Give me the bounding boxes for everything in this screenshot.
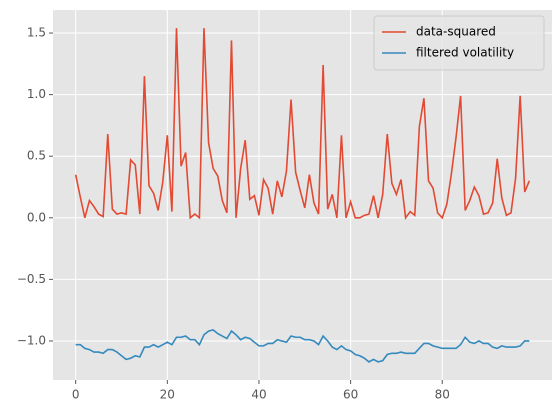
y-tick-label: 0.5	[27, 149, 46, 163]
series-line	[75, 328, 530, 363]
x-tick-label: 0	[72, 388, 80, 402]
plot-area	[53, 10, 552, 380]
legend-label: filtered volatility	[416, 46, 514, 60]
x-tick-label: 60	[343, 388, 358, 402]
y-tick-label: 1.0	[27, 87, 46, 101]
legend-box	[373, 15, 545, 71]
x-tick-label: 40	[251, 388, 266, 402]
y-tick-label: −0.5	[17, 272, 46, 286]
x-tick-label: 80	[435, 388, 450, 402]
series-line	[74, 28, 531, 220]
y-tick-label: 0.0	[27, 210, 46, 224]
y-tick-label: 1.5	[27, 26, 46, 40]
y-tick-label: −1.0	[17, 333, 46, 347]
legend: data-squared filtered volatility	[373, 15, 545, 71]
legend-label: data-squared	[416, 25, 496, 39]
x-tick-label: 20	[160, 388, 175, 402]
